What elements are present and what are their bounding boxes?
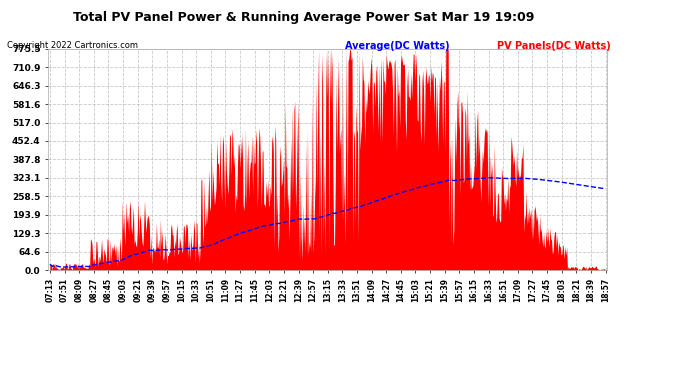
Text: Total PV Panel Power & Running Average Power Sat Mar 19 19:09: Total PV Panel Power & Running Average P… [73,11,534,24]
Text: PV Panels(DC Watts): PV Panels(DC Watts) [497,41,611,51]
Text: Copyright 2022 Cartronics.com: Copyright 2022 Cartronics.com [7,41,138,50]
Text: Average(DC Watts): Average(DC Watts) [345,41,450,51]
